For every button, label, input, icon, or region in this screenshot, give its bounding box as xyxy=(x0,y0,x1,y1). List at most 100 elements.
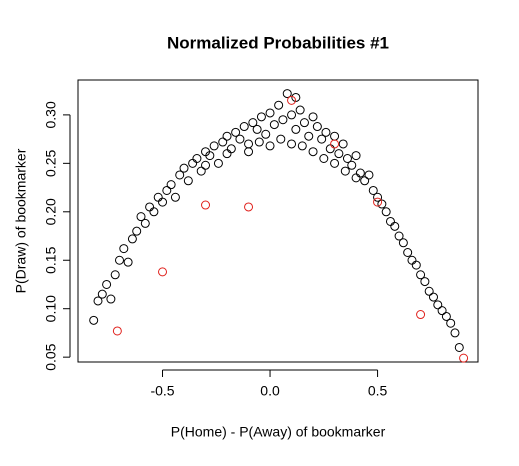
data-point xyxy=(299,118,309,128)
data-point xyxy=(308,112,318,122)
x-axis-label: P(Home) - P(Away) of bookmarker xyxy=(171,424,386,440)
data-point xyxy=(170,192,180,202)
data-point xyxy=(377,199,387,209)
data-point xyxy=(106,294,116,304)
data-point xyxy=(351,151,361,161)
data-point xyxy=(411,260,421,270)
data-point xyxy=(192,153,202,163)
data-point xyxy=(334,149,344,159)
data-point xyxy=(368,185,378,195)
data-point xyxy=(226,144,236,154)
data-point xyxy=(265,108,275,118)
data-point xyxy=(321,127,331,137)
data-point xyxy=(446,318,456,328)
data-point xyxy=(287,139,297,149)
data-point xyxy=(342,153,352,163)
data-point xyxy=(276,134,286,144)
data-point xyxy=(110,270,120,280)
data-point xyxy=(338,139,348,149)
data-point xyxy=(355,168,365,178)
data-point xyxy=(97,289,107,299)
data-point xyxy=(205,151,215,161)
data-point xyxy=(209,141,219,151)
data-point xyxy=(424,286,434,296)
y-axis-label: P(Draw) of bookmarker xyxy=(13,148,29,293)
data-point xyxy=(428,292,438,302)
x-tick-label: 0.5 xyxy=(368,383,388,399)
data-point xyxy=(450,328,460,338)
data-point xyxy=(166,180,176,190)
y-tick-label: 0.20 xyxy=(43,198,59,225)
data-point xyxy=(317,134,327,144)
data-point xyxy=(222,149,232,159)
data-point xyxy=(252,124,262,134)
data-point xyxy=(158,197,168,207)
data-point xyxy=(102,279,112,289)
data-point xyxy=(278,115,288,125)
y-tick-label: 0.15 xyxy=(43,246,59,273)
data-point xyxy=(248,118,258,128)
data-point xyxy=(218,137,228,147)
data-point xyxy=(373,197,383,207)
data-point xyxy=(145,202,155,212)
data-point xyxy=(437,306,447,316)
data-point xyxy=(291,124,301,134)
data-point xyxy=(459,353,469,363)
data-point xyxy=(175,170,185,180)
data-point xyxy=(319,153,329,163)
data-point xyxy=(403,247,413,257)
data-point xyxy=(381,207,391,217)
data-point xyxy=(231,127,241,137)
data-point xyxy=(330,131,340,141)
data-point xyxy=(179,163,189,173)
data-point xyxy=(269,120,279,130)
data-point xyxy=(112,326,122,336)
data-point xyxy=(89,315,99,325)
data-point xyxy=(119,244,129,254)
data-point xyxy=(312,122,322,132)
data-point xyxy=(441,311,451,321)
data-point xyxy=(196,166,206,176)
data-point xyxy=(274,100,284,110)
data-point xyxy=(256,112,266,122)
data-point xyxy=(287,110,297,120)
data-point xyxy=(149,207,159,217)
data-point xyxy=(304,131,314,141)
data-point xyxy=(244,202,254,212)
chart-title: Normalized Probabilities #1 xyxy=(167,33,389,52)
data-point xyxy=(244,139,254,149)
y-tick-label: 0.25 xyxy=(43,150,59,177)
plot-frame xyxy=(77,79,479,363)
data-point xyxy=(183,176,193,186)
data-point xyxy=(115,255,125,265)
data-point xyxy=(222,131,232,141)
data-point xyxy=(390,221,400,231)
data-point xyxy=(308,147,318,157)
x-tick-label: -0.5 xyxy=(150,383,174,399)
data-point xyxy=(93,296,103,306)
data-point xyxy=(373,192,383,202)
x-tick-label: 0.0 xyxy=(260,383,280,399)
data-point xyxy=(136,212,146,222)
data-point xyxy=(340,166,350,176)
data-point xyxy=(127,234,137,244)
data-point xyxy=(188,158,198,168)
data-point xyxy=(153,192,163,202)
data-point xyxy=(416,270,426,280)
data-point xyxy=(360,176,370,186)
data-point xyxy=(287,95,297,105)
data-point xyxy=(282,89,292,99)
data-point xyxy=(398,238,408,248)
data-point xyxy=(416,310,426,320)
data-point xyxy=(140,218,150,228)
data-point xyxy=(235,134,245,144)
data-point xyxy=(244,147,254,157)
data-point xyxy=(213,158,223,168)
data-point xyxy=(239,122,249,132)
y-tick-label: 0.10 xyxy=(43,295,59,322)
data-point xyxy=(201,200,211,210)
data-point xyxy=(364,170,374,180)
data-point xyxy=(254,137,264,147)
data-point xyxy=(433,300,443,310)
data-point xyxy=(347,160,357,170)
